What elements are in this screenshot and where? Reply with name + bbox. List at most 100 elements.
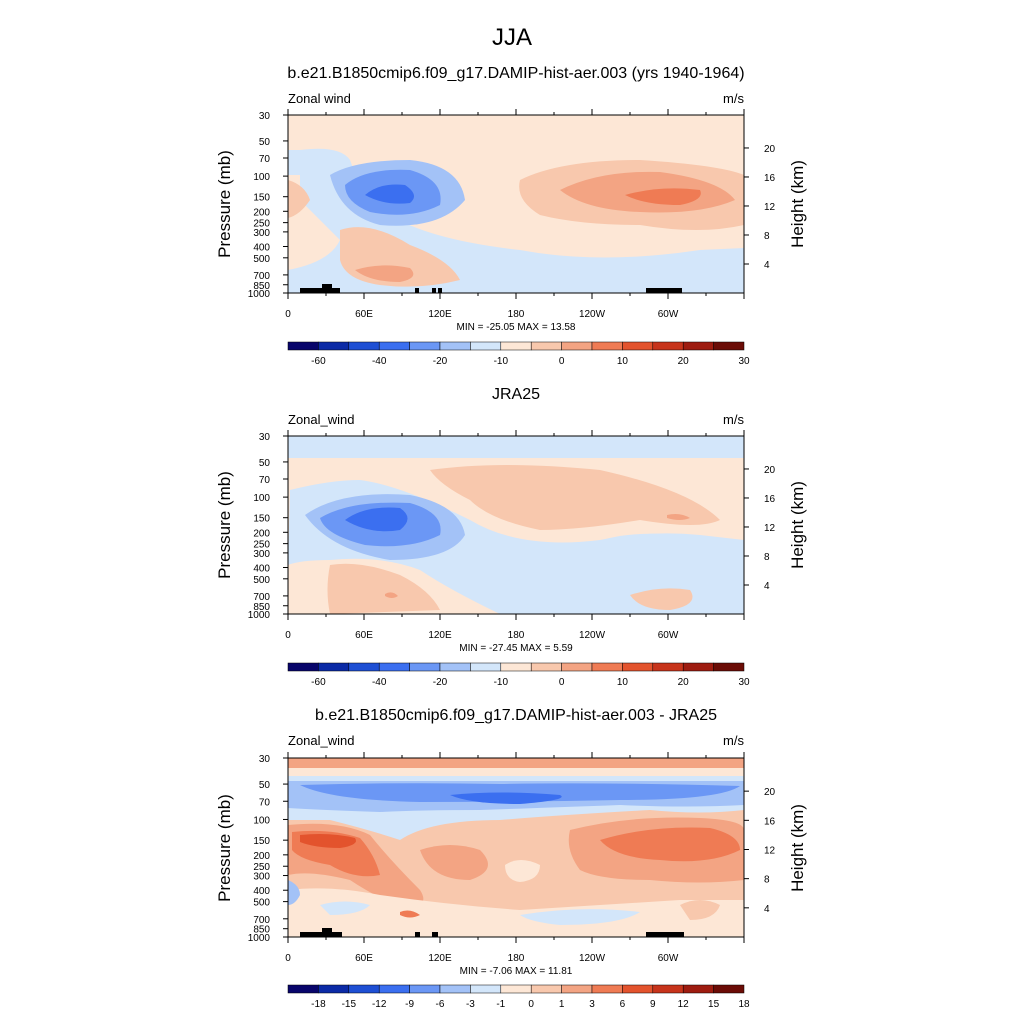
page-title: JJA [492, 24, 532, 51]
panel-1-height-ticks: 20 16 12 8 4 [744, 144, 776, 271]
colorbar-swatch [652, 662, 684, 672]
colorbar-swatch [500, 984, 532, 994]
y-tick-label: 30 [259, 754, 271, 765]
panel-3-low-neg [288, 880, 300, 905]
colorbar-label: 1 [559, 999, 565, 1010]
y-tick-label: 850 [253, 281, 270, 292]
colorbar-label: 30 [738, 677, 750, 688]
colorbar-label: -9 [405, 999, 414, 1010]
colorbar-label: -60 [311, 677, 326, 688]
panel-1-terrain-3 [415, 288, 419, 293]
panel-2-ylabel: Pressure (mb) [215, 471, 234, 579]
colorbar-label: 10 [617, 677, 629, 688]
colorbar-label: -18 [311, 999, 326, 1010]
y-tick-label: 300 [253, 228, 270, 239]
x-tick-label: 120E [428, 953, 452, 964]
colorbar-swatch [713, 662, 745, 672]
y-tick-label: 400 [253, 563, 270, 574]
colorbar-swatch [622, 984, 654, 994]
panel-2-plot-area [288, 436, 744, 614]
height-tick-label: 4 [764, 260, 770, 271]
colorbar-label: 18 [738, 999, 750, 1010]
colorbar-label: -20 [433, 356, 448, 367]
colorbar-label: 0 [559, 356, 565, 367]
colorbar-swatch [500, 662, 532, 672]
panel-2-contour-low-pos [327, 563, 440, 614]
height-tick-label: 4 [764, 581, 770, 592]
colorbar-swatch [439, 341, 471, 351]
panel-3-colorbar: -18 -15 -12 -9 -6 -3 -1 0 1 3 6 9 12 15 18 [287, 984, 750, 1010]
panel-2-top-band [288, 436, 744, 458]
panel-1-colorbar: -60 -40 -20 -10 0 10 20 30 [287, 341, 750, 367]
colorbar-swatch [713, 984, 745, 994]
height-tick-label: 16 [764, 173, 776, 184]
y-tick-label: 500 [253, 254, 270, 265]
x-tick-label: 120W [579, 953, 606, 964]
colorbar-swatch [409, 984, 441, 994]
height-tick-label: 8 [764, 552, 770, 563]
colorbar-label: 10 [617, 356, 629, 367]
panel-2: JRA25 Zonal_wind m/s 3050701001502002503… [215, 386, 807, 688]
colorbar-swatch [439, 984, 471, 994]
y-tick-label: 200 [253, 207, 270, 218]
colorbar-swatch [682, 662, 714, 672]
y-tick-label: 250 [253, 862, 270, 873]
panel-3-stats: MIN = -7.06 MAX = 11.81 [460, 966, 573, 977]
colorbar-swatch [409, 341, 441, 351]
panel-3-x-ticks: 0 60E 120E 180 120W 60W [285, 752, 745, 964]
colorbar-swatch [530, 662, 562, 672]
panel-3-top-pos [288, 758, 744, 768]
height-tick-label: 12 [764, 845, 776, 856]
y-tick-label: 200 [253, 528, 270, 539]
panel-3-terrain-2 [322, 928, 332, 937]
colorbar-swatch [348, 984, 380, 994]
panel-3-pos-left-core [300, 834, 356, 848]
colorbar-swatch [287, 984, 319, 994]
y-tick-label: 1000 [248, 289, 271, 300]
panel-2-contour-small2 [385, 592, 398, 598]
colorbar-swatch [652, 341, 684, 351]
panel-2-colorbar: -60 -40 -20 -10 0 10 20 30 [287, 662, 750, 688]
height-tick-label: 12 [764, 523, 776, 534]
panel-1-terrain-6 [646, 288, 682, 293]
colorbar-swatch [622, 662, 654, 672]
colorbar-label: -40 [372, 677, 387, 688]
colorbar-swatch [591, 341, 623, 351]
colorbar-label: -12 [372, 999, 387, 1010]
y-tick-label: 50 [259, 137, 271, 148]
panel-3-neg-band-inner [300, 783, 740, 802]
panel-2-x-ticks: 0 60E 120E 180 120W 60W [285, 430, 745, 641]
colorbar-swatch [470, 662, 502, 672]
x-tick-label: 60E [355, 309, 373, 320]
panel-2-contour-weak-neg2 [590, 533, 687, 560]
y-tick-label: 1000 [248, 933, 271, 944]
panel-3-pos-mid [420, 845, 488, 880]
colorbar-swatch [561, 341, 593, 351]
panel-3-plot-area [288, 758, 744, 937]
panel-1-contour-upper-band [288, 150, 325, 175]
colorbar-label: 30 [738, 356, 750, 367]
height-tick-label: 12 [764, 202, 776, 213]
panel-1: b.e21.B1850cmip6.f09_g17.DAMIP-hist-aer.… [215, 65, 807, 367]
panel-2-contour-low-right [630, 588, 693, 610]
y-tick-label: 150 [253, 514, 270, 525]
panel-3-neg-core [450, 792, 562, 804]
panel-1-ylabel2: Height (km) [788, 160, 807, 248]
y-tick-label: 200 [253, 851, 270, 862]
colorbar-swatch [470, 341, 502, 351]
y-tick-label: 70 [259, 797, 271, 808]
y-tick-label: 70 [259, 475, 271, 486]
colorbar-label: -10 [494, 356, 509, 367]
colorbar-label: 9 [650, 999, 656, 1010]
x-tick-label: 60W [658, 953, 679, 964]
panel-3-title: b.e21.B1850cmip6.f09_g17.DAMIP-hist-aer.… [315, 707, 717, 724]
panel-2-left-label: Zonal_wind [288, 412, 355, 427]
colorbar-swatch [378, 341, 410, 351]
colorbar-swatch [348, 341, 380, 351]
panel-2-stats: MIN = -27.45 MAX = 5.59 [459, 643, 573, 654]
colorbar-swatch [378, 984, 410, 994]
colorbar-swatch [378, 662, 410, 672]
panel-3-light-patch [505, 860, 540, 882]
